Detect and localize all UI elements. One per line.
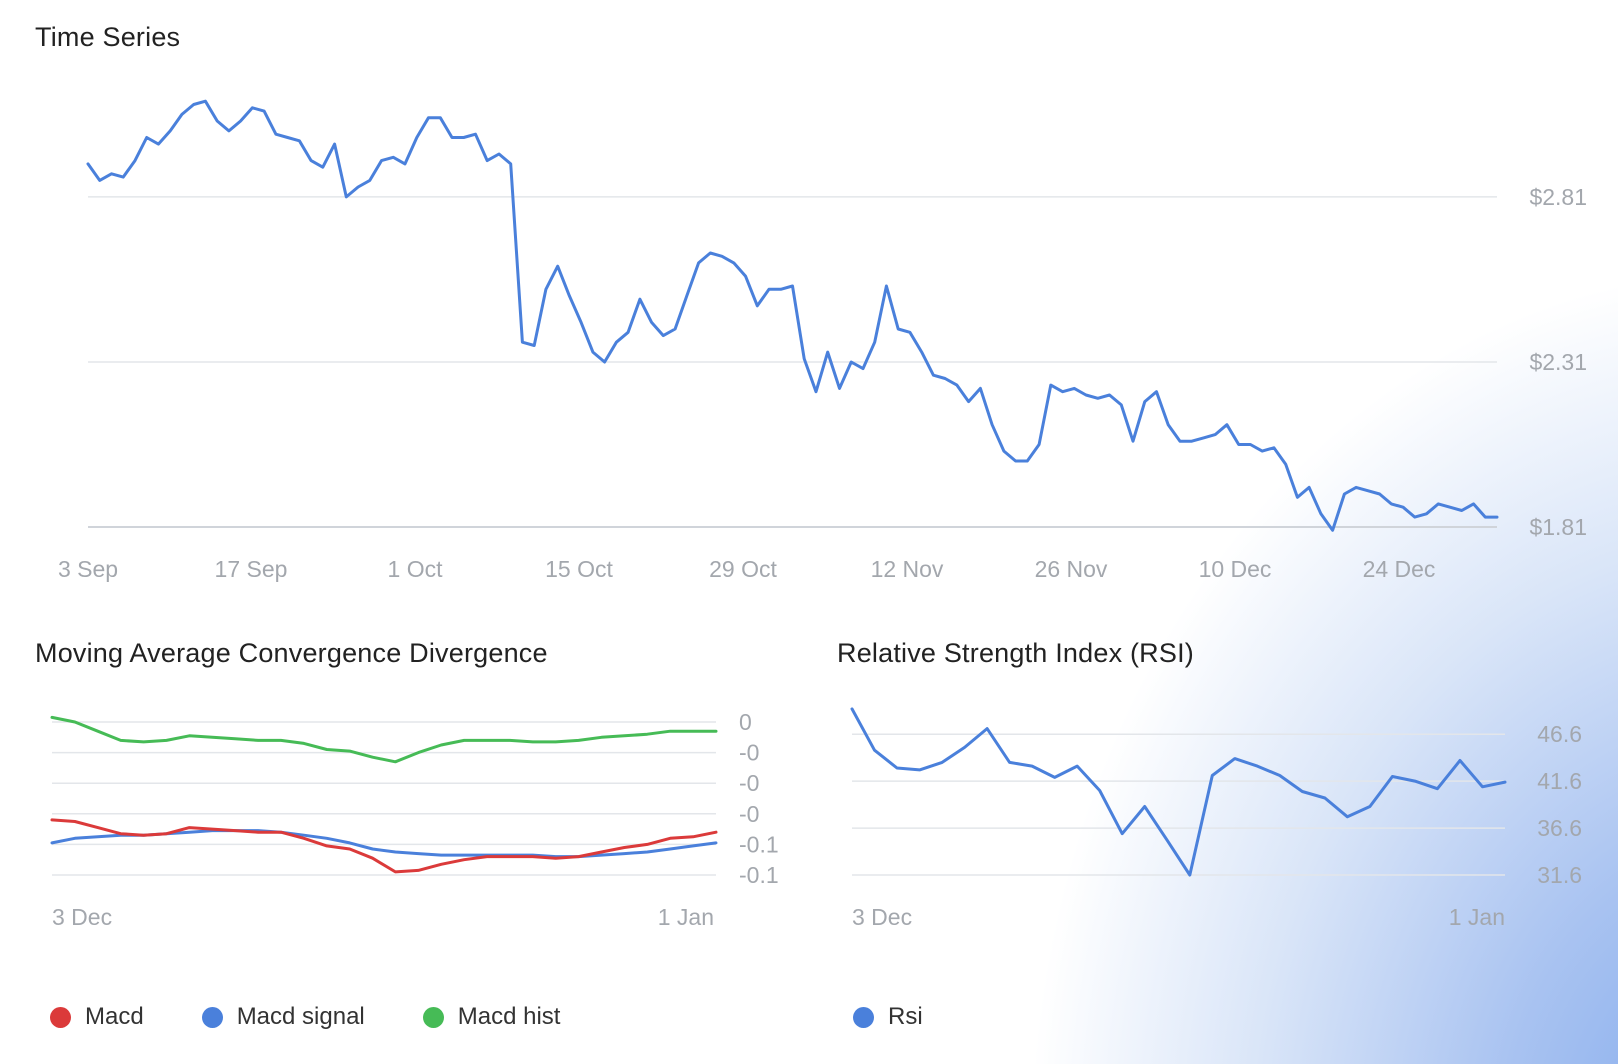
rsi-y-tick-label-3: 31.6 xyxy=(1537,862,1582,888)
rsi-legend: Rsi xyxy=(853,1003,967,1031)
rsi-legend-dot xyxy=(853,1006,874,1028)
time-series-title: Time Series xyxy=(35,22,181,52)
macd-y-tick-label-5: -0.1 xyxy=(739,862,779,888)
macd-x-tick-label-1: 1 Jan xyxy=(658,904,714,930)
macd-x-tick-label-0: 3 Dec xyxy=(52,904,112,930)
price-x-tick-label-2: 1 Oct xyxy=(388,556,444,582)
macd-legend-dot xyxy=(50,1006,71,1028)
macd-y-tick-label-3: -0 xyxy=(739,801,759,827)
macd-y-tick-label-0: 0 xyxy=(739,709,752,735)
legend-item-macd-hist[interactable]: Macd hist xyxy=(422,1003,561,1031)
legend-label-rsi: Rsi xyxy=(888,1003,923,1030)
macd-legend: Macd Macd signal Macd hist xyxy=(50,1003,604,1031)
legend-label-macd-hist: Macd hist xyxy=(457,1003,561,1030)
macd-hist-legend-dot xyxy=(422,1006,444,1028)
rsi-title: Relative Strength Index (RSI) xyxy=(837,638,1194,668)
legend-label-macd: Macd xyxy=(85,1003,144,1030)
price-y-tick-label-0: $2.81 xyxy=(1529,184,1587,210)
price-x-tick-label-3: 15 Oct xyxy=(545,556,613,582)
rsi-y-tick-label-0: 46.6 xyxy=(1537,721,1582,747)
legend-item-rsi[interactable]: Rsi xyxy=(853,1003,923,1031)
macd-y-tick-label-2: -0 xyxy=(739,770,759,796)
legend-item-macd[interactable]: Macd xyxy=(50,1003,144,1031)
price-series-line-price xyxy=(86,99,1499,532)
price-y-tick-label-1: $2.31 xyxy=(1529,349,1587,375)
rsi-y-tick-label-2: 36.6 xyxy=(1537,815,1582,841)
macd-title: Moving Average Convergence Divergence xyxy=(35,638,548,668)
rsi-y-tick-label-1: 41.6 xyxy=(1537,768,1582,794)
legend-item-macd-signal[interactable]: Macd signal xyxy=(201,1003,365,1031)
price-x-tick-label-1: 17 Sep xyxy=(215,556,288,582)
macd-series-line-macd-hist xyxy=(50,715,718,764)
price-x-tick-label-7: 10 Dec xyxy=(1199,556,1272,582)
price-x-tick-label-8: 24 Dec xyxy=(1363,556,1436,582)
macd-y-tick-label-1: -0 xyxy=(739,740,759,766)
macd-signal-legend-dot xyxy=(201,1006,223,1028)
price-x-tick-label-0: 3 Sep xyxy=(58,556,118,582)
rsi-x-tick-label-1: 1 Jan xyxy=(1449,904,1505,930)
price-x-tick-label-4: 29 Oct xyxy=(709,556,777,582)
macd-y-tick-label-4: -0.1 xyxy=(739,831,779,857)
price-x-tick-label-6: 26 Nov xyxy=(1035,556,1108,582)
legend-label-macd-signal: Macd signal xyxy=(236,1003,365,1030)
rsi-series-line-rsi xyxy=(850,707,1507,877)
rsi-x-tick-label-0: 3 Dec xyxy=(852,904,912,930)
price-y-tick-label-2: $1.81 xyxy=(1529,514,1587,540)
price-x-tick-label-5: 12 Nov xyxy=(871,556,944,582)
macd-series-line-macd xyxy=(50,818,718,874)
